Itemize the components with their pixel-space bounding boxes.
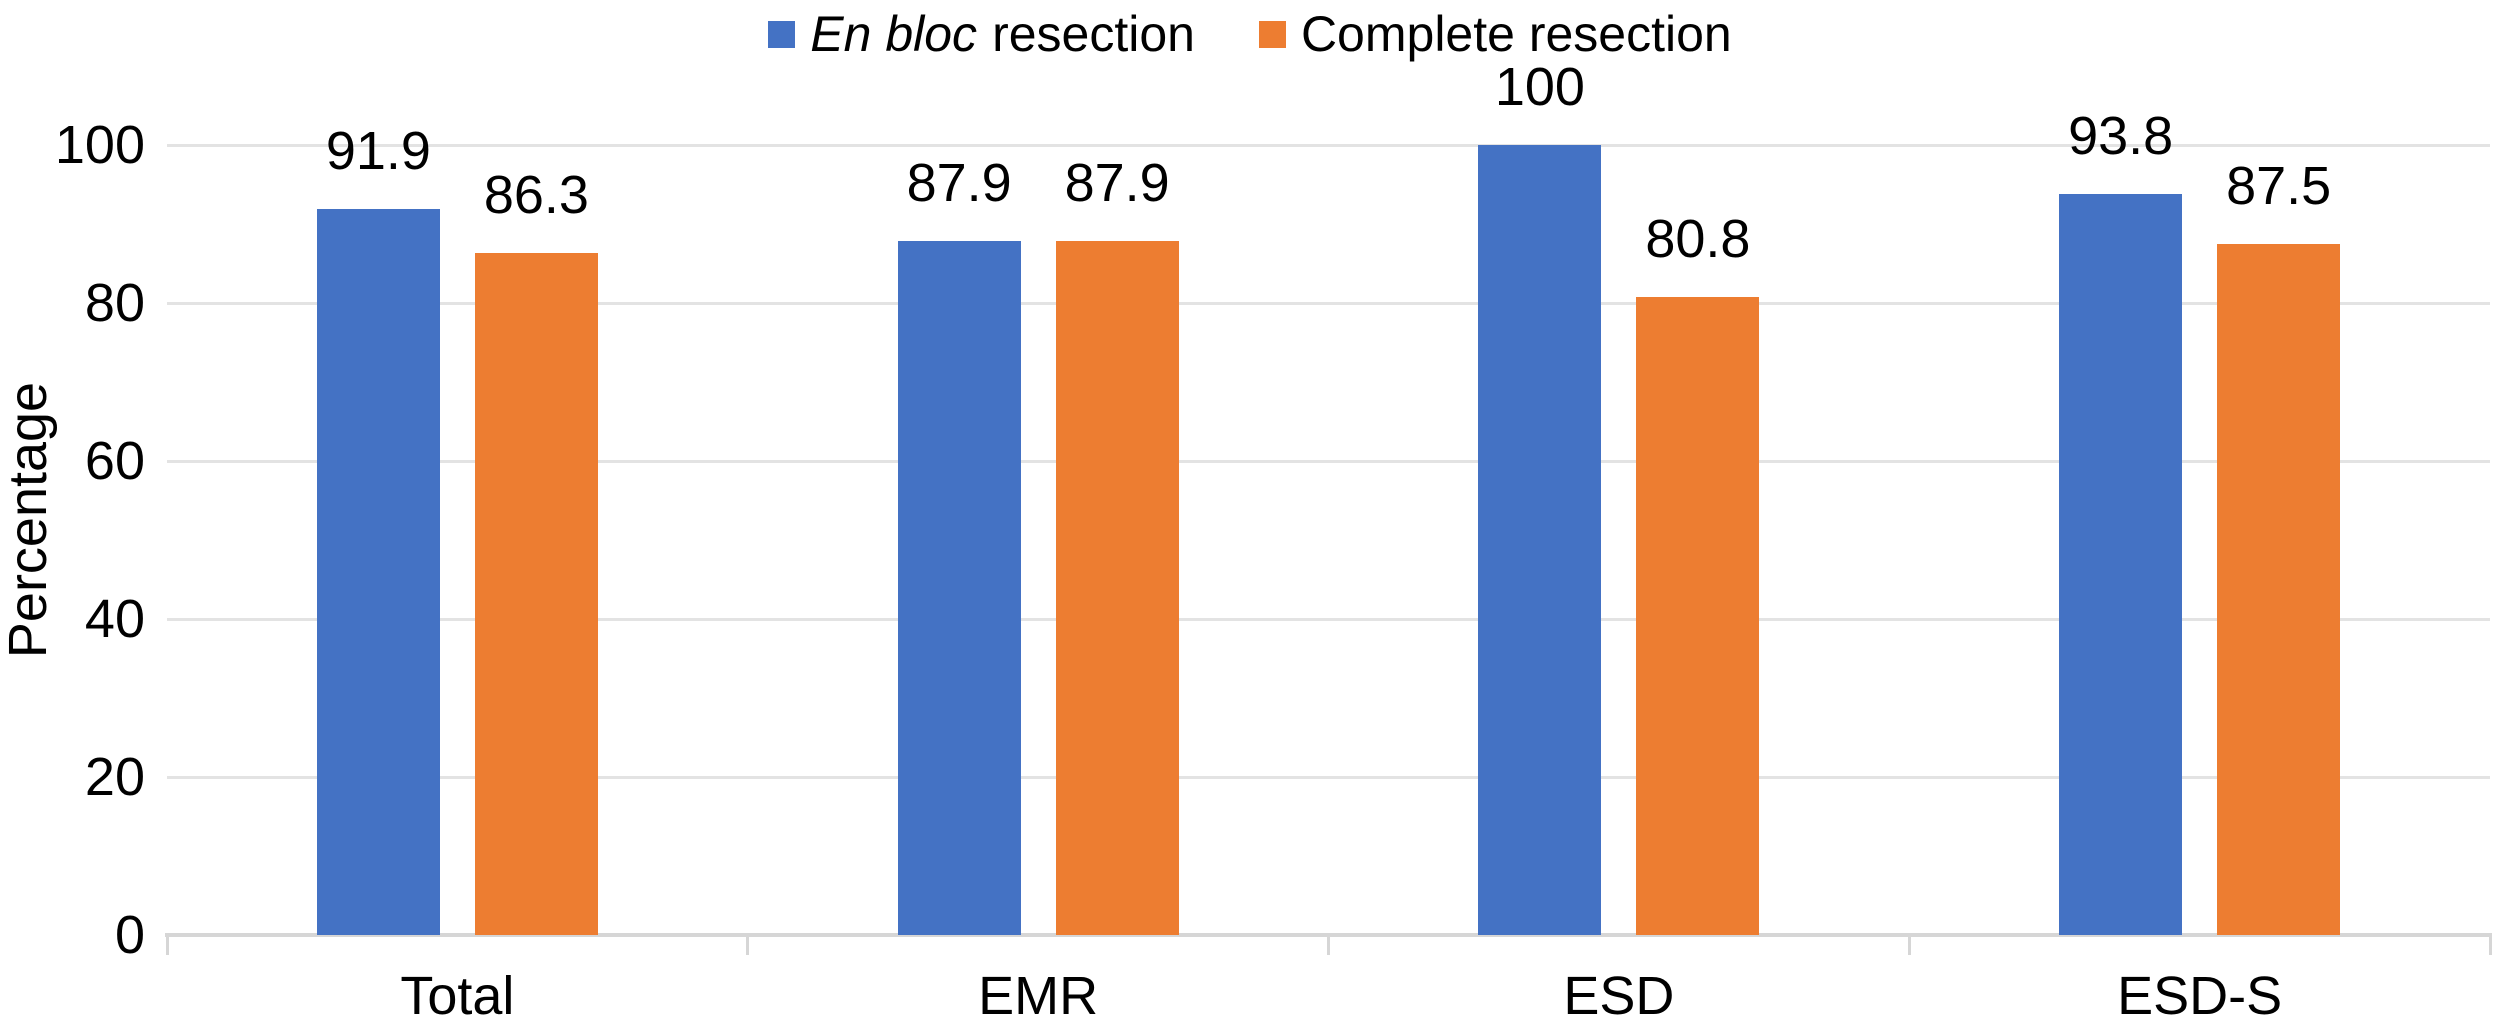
bar-total-en-bloc-resection	[316, 208, 440, 935]
bar-value-label-total-complete-resection: 86.3	[483, 165, 589, 226]
x-category-label-total: Total	[400, 966, 515, 1026]
bar-value-label-esd-s-en-bloc-resection: 93.8	[2068, 105, 2174, 166]
y-tick-label-0: 0	[114, 905, 145, 965]
x-category-label-esd-s: ESD-S	[2117, 966, 2283, 1026]
bar-value-label-total-en-bloc-resection: 91.9	[325, 120, 431, 181]
bar-value-label-esd-complete-resection: 80.8	[1645, 208, 1751, 269]
bar-esd-complete-resection	[1636, 296, 1760, 935]
bar-esd-s-en-bloc-resection	[2059, 193, 2183, 935]
legend-swatch-en-bloc-resection	[768, 20, 796, 48]
bar-value-label-emr-en-bloc-resection: 87.9	[906, 152, 1012, 213]
legend-label-en-bloc-resection: En bloc resection	[810, 6, 1195, 62]
x-category-label-emr: EMR	[978, 966, 1099, 1026]
gridline-80	[167, 301, 2490, 305]
y-axis-title: Percentage	[0, 381, 58, 659]
gridline-20	[167, 775, 2490, 779]
x-axis-tick-2	[1327, 935, 1330, 955]
legend-label-complete-regular: Complete resection	[1300, 6, 1732, 62]
gridline-40	[167, 617, 2490, 621]
y-tick-label-60: 60	[84, 431, 145, 491]
bar-emr-complete-resection	[1055, 240, 1179, 935]
bar-esd-s-complete-resection	[2217, 243, 2341, 935]
x-axis-tick-3	[1907, 935, 1911, 955]
x-category-label-esd: ESD	[1563, 966, 1675, 1026]
legend-label-complete-resection: Complete resection	[1301, 6, 1732, 62]
gridline-100	[167, 143, 2490, 147]
bar-esd-en-bloc-resection	[1478, 145, 1602, 935]
legend-label-en-bloc-regular: resection	[992, 6, 1195, 62]
y-tick-label-40: 40	[84, 589, 145, 649]
legend-item-en-bloc-resection: En bloc resection	[768, 6, 1195, 62]
legend-swatch-complete-resection	[1258, 20, 1286, 48]
y-tick-label-80: 80	[84, 273, 145, 333]
legend-item-complete-resection: Complete resection	[1258, 6, 1732, 62]
bar-value-label-esd-en-bloc-resection: 100	[1494, 57, 1585, 117]
x-axis-tick-0	[165, 935, 169, 955]
y-tick-label-100: 100	[54, 115, 145, 175]
x-axis-tick-4	[2488, 935, 2492, 955]
bar-value-label-esd-s-complete-resection: 87.5	[2226, 155, 2332, 216]
bar-value-label-emr-complete-resection: 87.9	[1064, 152, 1170, 213]
legend: En bloc resection Complete resection	[0, 2, 2500, 66]
legend-label-en-bloc-italic: En bloc	[810, 6, 978, 62]
y-tick-label-20: 20	[84, 747, 145, 807]
x-axis-tick-1	[746, 935, 750, 955]
gridline-60	[167, 459, 2490, 463]
bar-total-complete-resection	[474, 253, 598, 935]
bar-emr-en-bloc-resection	[897, 240, 1021, 935]
